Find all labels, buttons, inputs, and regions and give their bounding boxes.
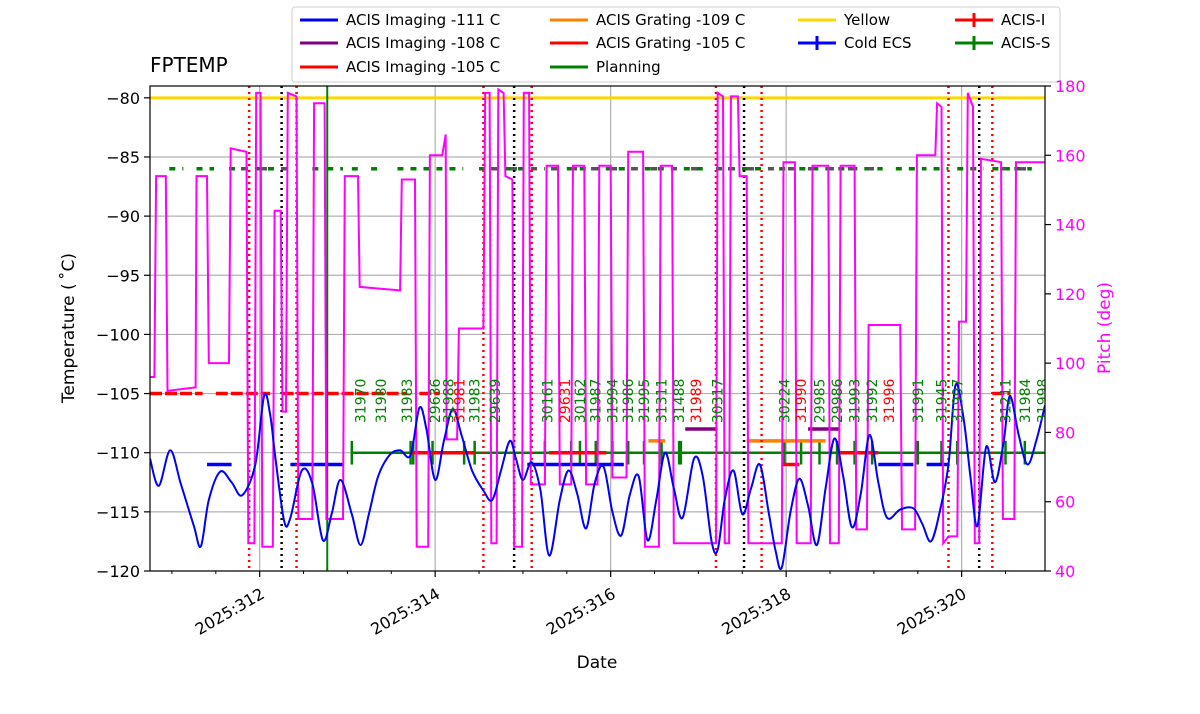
y-tick-label: −80 bbox=[106, 89, 140, 108]
legend-label: Cold ECS bbox=[844, 34, 912, 52]
obsid-label: 31998 bbox=[1035, 379, 1051, 424]
obsid-label: 29986 bbox=[830, 378, 846, 423]
obsid-label: 29631 bbox=[558, 379, 574, 424]
x-tick-label: 2025:312 bbox=[192, 584, 268, 639]
legend-label: ACIS Imaging -108 C bbox=[346, 34, 500, 52]
legend-label: ACIS-S bbox=[1001, 34, 1050, 52]
obsid-label: 31995 bbox=[637, 379, 653, 424]
obsid-label: 29639 bbox=[488, 379, 504, 424]
legend-label: Planning bbox=[596, 58, 661, 76]
y-tick-label: −95 bbox=[106, 266, 140, 285]
y2-tick-label: 160 bbox=[1055, 146, 1086, 165]
x-axis-label: Date bbox=[577, 653, 618, 673]
obsid-label: 31988 bbox=[441, 379, 457, 424]
obsid-label: 31996 bbox=[882, 378, 898, 423]
obsid-label: 31311 bbox=[655, 379, 671, 424]
y-tick-label: −90 bbox=[106, 207, 140, 226]
legend-frame bbox=[291, 6, 1061, 83]
chart-title: FPTEMP bbox=[150, 53, 228, 77]
obsid-label: 31994 bbox=[605, 378, 621, 423]
y-tick-label: −105 bbox=[96, 385, 140, 404]
y2-axis-label: Pitch (deg) bbox=[1095, 282, 1115, 374]
legend-label: ACIS-I bbox=[1001, 11, 1045, 29]
obsid-label: 31991 bbox=[911, 379, 927, 424]
x-tick-label: 2025:318 bbox=[718, 584, 794, 639]
obsid-label: 31945 bbox=[935, 379, 951, 424]
pitch-series-line bbox=[150, 87, 1045, 548]
obsid-label: 31980 bbox=[374, 379, 390, 424]
obsid-label: 31983 bbox=[468, 379, 484, 424]
y2-tick-label: 40 bbox=[1055, 562, 1075, 581]
obsid-label: 31987 bbox=[589, 379, 605, 424]
x-tick-label: 2025:316 bbox=[543, 584, 619, 639]
axes-frame bbox=[149, 85, 1046, 572]
obsid-label: 29636 bbox=[428, 378, 444, 423]
y2-tick-label: 60 bbox=[1055, 493, 1075, 512]
obsid-label: 31990 bbox=[794, 379, 810, 424]
obsid-label: 31488 bbox=[672, 379, 688, 424]
obsid-label: 31970 bbox=[354, 379, 370, 424]
y2-tick-label: 100 bbox=[1055, 354, 1086, 373]
legend: ACIS Imaging -111 C ACIS Imaging -108 C AC… bbox=[291, 6, 1061, 83]
obsid-label: 31986 bbox=[621, 378, 637, 423]
obsid-label: 31211 bbox=[999, 379, 1015, 424]
y-axis-label: Temperature ( ˚C) bbox=[58, 253, 79, 404]
obsid-label: 30317 bbox=[711, 379, 727, 424]
fptemp-series-line bbox=[150, 382, 1045, 571]
legend-label: ACIS Grating -105 C bbox=[596, 34, 745, 52]
obsid-label: 31983 bbox=[400, 379, 416, 424]
y-tick-label: −115 bbox=[96, 503, 140, 522]
y-tick-label: −85 bbox=[106, 148, 140, 167]
y-tick-label: −100 bbox=[96, 325, 140, 344]
y-tick-label: −120 bbox=[96, 562, 140, 581]
obsid-label: 31992 bbox=[865, 379, 881, 424]
obsid-label: 29985 bbox=[813, 379, 829, 424]
obsid-label: 31989 bbox=[689, 379, 705, 424]
y2-tick-label: 120 bbox=[1055, 285, 1086, 304]
obsid-label: 30224 bbox=[777, 378, 793, 423]
x-tick-label: 2025:314 bbox=[367, 584, 443, 639]
y2-tick-label: 140 bbox=[1055, 216, 1086, 235]
x-tick-label: 2025:320 bbox=[894, 584, 970, 639]
obsid-label: 31984 bbox=[1018, 378, 1034, 423]
legend-label: Yellow bbox=[843, 11, 890, 29]
obsid-label: 30162 bbox=[573, 379, 589, 424]
y-tick-label: −110 bbox=[96, 444, 140, 463]
obsid-label: 31981 bbox=[453, 379, 469, 424]
y2-tick-label: 180 bbox=[1055, 77, 1086, 96]
y2-tick-label: 80 bbox=[1055, 423, 1075, 442]
obsid-label: 30161 bbox=[541, 379, 557, 424]
legend-label: ACIS Imaging -105 C bbox=[346, 58, 500, 76]
obsid-label: 31993 bbox=[848, 379, 864, 424]
legend-label: ACIS Imaging -111 C bbox=[346, 11, 500, 29]
legend-label: ACIS Grating -109 C bbox=[596, 11, 745, 29]
obsid-label: 31997 bbox=[950, 379, 966, 424]
